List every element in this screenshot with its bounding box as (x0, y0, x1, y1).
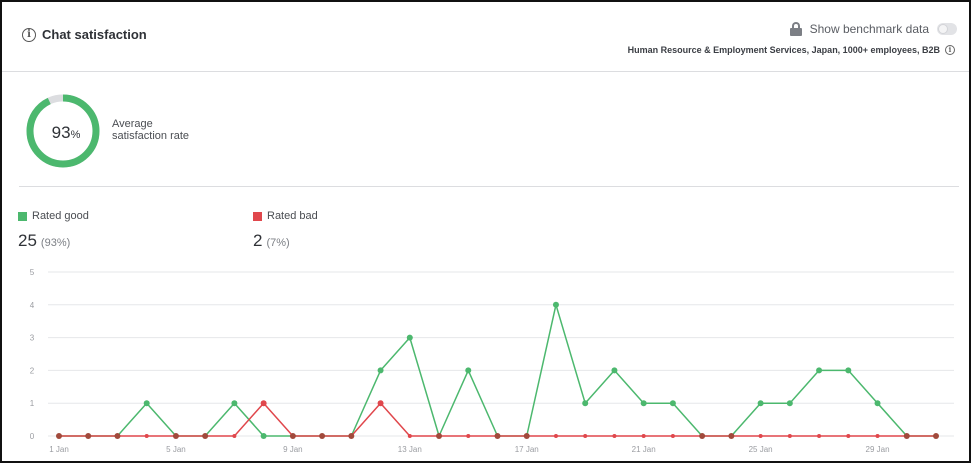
data-point-bad (875, 434, 880, 438)
legend-bad[interactable]: Rated bad (253, 210, 318, 222)
donut-arc (26, 94, 100, 168)
data-point-good (231, 400, 238, 407)
legend-label-good: Rated good (32, 210, 89, 222)
y-tick-label: 2 (30, 366, 35, 375)
benchmark-toggle[interactable] (937, 23, 957, 35)
satisfaction-rate: 93% (36, 123, 96, 143)
x-tick-label: 13 Jan (398, 445, 422, 454)
x-tick-label: 9 Jan (283, 445, 303, 454)
data-point-bad (846, 434, 851, 438)
data-point-bad (436, 433, 443, 439)
data-point-good (552, 301, 559, 308)
data-point-good (465, 367, 472, 374)
data-point-bad (903, 433, 910, 439)
data-point-bad (319, 433, 326, 439)
data-point-good (582, 400, 589, 407)
segment-text: Human Resource & Employment Services, Ja… (627, 45, 940, 55)
data-point-good (640, 400, 647, 407)
legend-label-bad: Rated bad (267, 210, 318, 222)
data-point-good (669, 400, 676, 407)
x-tick-label: 25 Jan (749, 445, 773, 454)
data-point-bad (172, 433, 179, 439)
section-divider (19, 186, 959, 187)
data-point-good (874, 400, 881, 407)
rate-unit: % (70, 129, 81, 141)
x-tick-label: 5 Jan (166, 445, 186, 454)
data-point-good (143, 400, 150, 407)
data-point-bad (670, 434, 675, 438)
good-count-row: 25 (93%) (18, 231, 70, 251)
data-point-bad (466, 434, 471, 438)
caption-line-1: Average (112, 118, 153, 130)
y-tick-label: 0 (30, 432, 35, 441)
data-point-bad (612, 434, 617, 438)
data-point-bad (758, 434, 763, 438)
data-point-bad (232, 434, 237, 438)
data-point-good (377, 367, 384, 374)
y-tick-label: 4 (30, 301, 35, 310)
data-point-good (757, 400, 764, 407)
data-point-bad (728, 433, 735, 439)
caption-line-2: satisfaction rate (112, 130, 190, 142)
data-point-bad (348, 433, 355, 439)
benchmark-toggle-row: Show benchmark data (789, 22, 957, 36)
panel-title: Chat satisfaction (42, 27, 147, 42)
data-point-bad (202, 433, 209, 439)
data-point-bad (553, 434, 558, 438)
data-point-bad (817, 434, 822, 438)
data-point-bad (933, 433, 939, 439)
legend-swatch-good (18, 211, 27, 221)
panel-header: i Chat satisfaction Show benchmark data … (2, 2, 969, 72)
data-point-good (786, 400, 793, 407)
data-point-bad (407, 434, 412, 438)
data-point-good (611, 367, 618, 374)
data-point-bad (114, 433, 121, 439)
data-point-bad (523, 433, 530, 439)
daily-ratings-chart: 0 1 2 3 4 5 1 Jan 5 Jan 9 Jan 13 Jan 17 Jan 21 Jan 2… (30, 268, 954, 454)
data-point-bad (260, 400, 267, 407)
data-point-bad (56, 433, 62, 439)
x-tick-label: 17 Jan (515, 445, 539, 454)
data-point-bad (494, 433, 501, 439)
info-icon[interactable]: i (945, 45, 955, 55)
satisfaction-donut (26, 94, 100, 168)
rate-caption: Average satisfaction rate (112, 118, 212, 142)
data-point-bad (583, 434, 588, 438)
legend-swatch-bad (253, 211, 262, 221)
series-line-bad (59, 402, 936, 437)
good-percent: (93%) (40, 237, 71, 249)
data-point-good (260, 433, 267, 439)
x-tick-label: 29 Jan (866, 445, 890, 454)
x-tick-label: 1 Jan (49, 445, 69, 454)
data-point-bad (85, 433, 92, 439)
legend-good[interactable]: Rated good (18, 210, 89, 222)
y-tick-label: 1 (30, 399, 35, 408)
data-point-good (845, 367, 852, 374)
data-point-good (816, 367, 823, 374)
good-count: 25 (18, 231, 37, 250)
lock-icon (789, 22, 802, 36)
bad-count: 2 (253, 231, 263, 250)
bad-count-row: 2 (7%) (253, 231, 290, 251)
bad-percent: (7%) (266, 237, 290, 249)
data-point-good (406, 334, 413, 341)
data-point-bad (144, 434, 149, 438)
x-tick-label: 21 Jan (632, 445, 656, 454)
satisfaction-summary: 93% Average satisfaction rate (2, 73, 969, 187)
data-point-bad (289, 433, 296, 439)
benchmark-segment: Human Resource & Employment Services, Ja… (628, 45, 955, 55)
rate-value: 93 (51, 123, 71, 142)
data-point-bad (787, 434, 792, 438)
info-icon[interactable]: i (22, 28, 36, 42)
data-point-bad (377, 400, 384, 407)
data-point-bad (641, 434, 646, 438)
data-point-bad (699, 433, 706, 439)
y-tick-label: 5 (30, 268, 35, 277)
benchmark-label: Show benchmark data (809, 22, 929, 36)
y-tick-label: 3 (30, 334, 35, 343)
